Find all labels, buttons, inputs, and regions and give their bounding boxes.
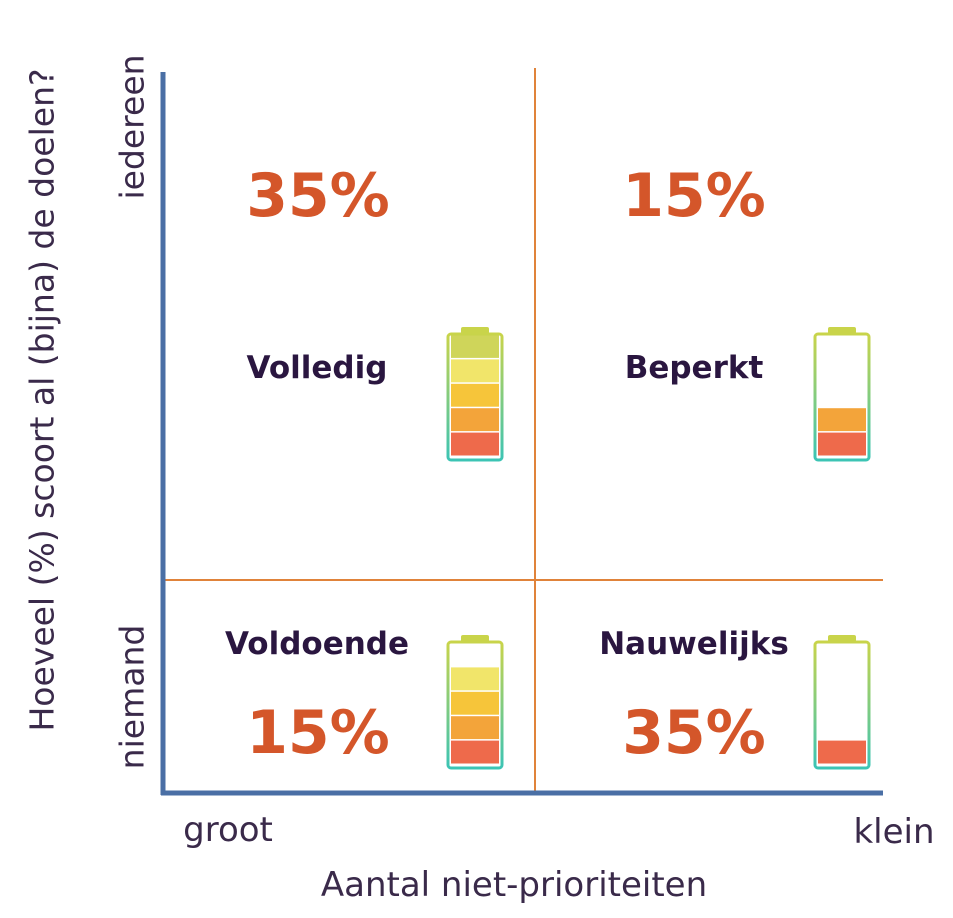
percent-bottom-right: 35% — [622, 698, 766, 768]
battery-segment — [818, 432, 866, 456]
x-axis-right-label: klein — [853, 812, 935, 852]
battery-segment — [818, 740, 866, 764]
label-top-right: Beperkt — [624, 350, 764, 386]
battery-segment — [818, 408, 866, 432]
battery-segment — [451, 359, 499, 383]
label-bottom-left: Voldoende — [224, 626, 410, 662]
label-bottom-right: Nauwelijks — [599, 626, 789, 662]
y-axis-top-label: iedereen — [112, 54, 152, 200]
percent-top-left: 35% — [246, 161, 390, 231]
battery-icon-bottom-right — [813, 635, 871, 770]
battery-segment — [451, 432, 499, 456]
battery-segment — [451, 740, 499, 764]
battery-outline — [813, 640, 871, 770]
battery-segment — [451, 383, 499, 407]
battery-outline — [446, 640, 504, 770]
battery-outline — [446, 332, 504, 462]
battery-segment — [451, 335, 499, 358]
battery-segment — [451, 716, 499, 740]
battery-terminal — [461, 635, 489, 642]
battery-icon-bottom-left — [446, 635, 504, 770]
battery-segment — [451, 691, 499, 715]
x-axis-left-label: groot — [183, 810, 273, 850]
battery-terminal — [828, 327, 856, 334]
battery-segment — [451, 408, 499, 432]
percent-top-right: 15% — [622, 161, 766, 231]
battery-icon-top-right — [813, 327, 871, 462]
label-top-left: Volledig — [246, 350, 388, 386]
y-axis-bottom-label: niemand — [112, 624, 152, 770]
battery-terminal — [828, 635, 856, 642]
battery-outline — [813, 332, 871, 462]
battery-icon-top-left — [446, 327, 504, 462]
battery-terminal — [461, 327, 489, 334]
x-axis-title: Aantal niet-prioriteiten — [320, 865, 708, 905]
percent-bottom-left: 15% — [246, 698, 390, 768]
y-axis-title: Hoeveel (%) scoort al (bijna) de doelen? — [22, 68, 62, 732]
battery-segment — [451, 667, 499, 691]
